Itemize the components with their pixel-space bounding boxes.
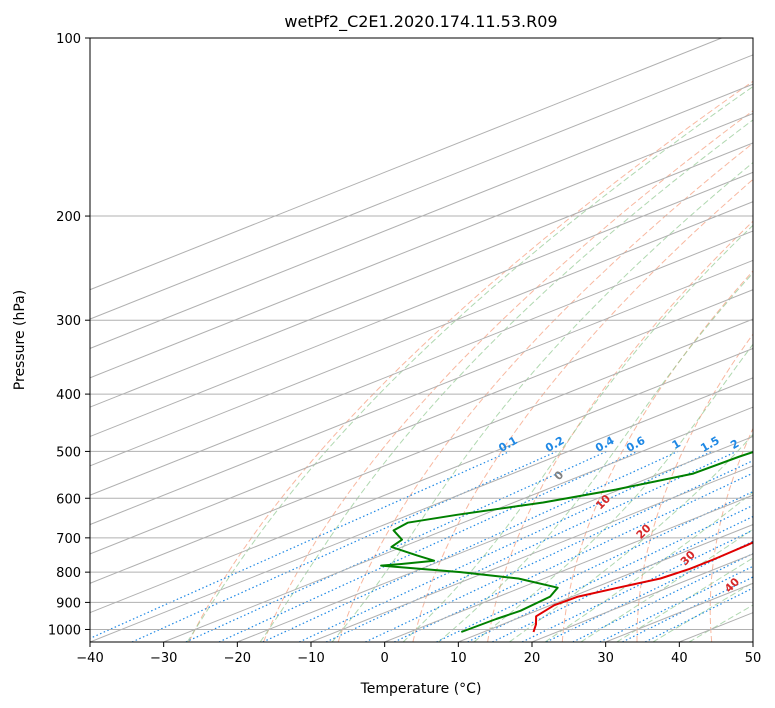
isotherm-line [90,230,753,496]
isotherm-line [90,259,753,526]
x-tick-label: 30 [597,651,614,666]
temperature-profile-line [532,541,753,633]
x-tick-label: 40 [671,651,688,666]
dry-adiabat-line [561,270,753,642]
y-tick-label: 400 [56,388,81,403]
x-tick-label: 0 [381,651,389,666]
y-tick-label: 200 [56,210,81,225]
mixing-ratio-line [644,587,753,642]
isotherm-line [90,54,753,320]
mixing-ratio-line [185,450,607,642]
y-tick-label: 600 [56,492,81,507]
mixing-ratio-line [325,450,737,642]
moist-adiabat-line [186,85,753,642]
y-tick-label: 1000 [48,623,81,638]
moist-adiabat-label: 40 [722,575,742,595]
isotherm-line [90,83,753,349]
isotherm-line [90,347,753,614]
moist-adiabat-line [331,161,753,642]
isotherm-line [384,494,753,642]
moist-adiabat-line [652,581,753,642]
isotherm-line [90,201,753,467]
mixing-ratio-label: 3 [764,437,775,452]
moist-adiabat-line [259,119,753,642]
y-axis-label: Pressure (hPa) [12,290,28,390]
mixing-ratio-line [218,450,638,642]
mixing-ratio-line [436,490,753,642]
mixing-ratio-line [546,540,753,642]
isotherm-line [90,113,753,379]
isotherm-line [752,641,753,642]
isotherm-line [90,318,753,584]
x-axis: −40 −30 −20 −10 0 10 20 30 40 50 [76,642,761,666]
isotherm-line [237,435,753,642]
moist-adiabat-line [402,224,753,642]
isotherm-line [90,377,753,642]
x-tick-label: 20 [524,651,541,666]
isotherm-line [90,142,753,408]
isotherm-line [90,171,753,438]
mixing-ratio-label: 1 [670,437,683,452]
chart-title: wetPf2_C2E1.2020.174.11.53.R09 [284,12,557,32]
y-tick-label: 100 [56,32,81,47]
mixing-ratio-line [622,576,753,642]
isotherm-line [90,38,722,291]
dry-adiabat-line [337,142,753,642]
x-axis-label: Temperature (°C) [360,681,482,697]
x-tick-label: 50 [745,651,762,666]
moist-adiabat-line [544,491,753,642]
dry-adiabat-line [263,110,753,642]
moist-adiabat-line [580,528,753,642]
dry-adiabat-line [709,427,753,642]
isotherm-line [458,524,753,642]
grid-layer [90,38,753,642]
dry-adiabat-line [487,220,753,642]
y-tick-label: 500 [56,445,81,460]
mixing-ratio-line [131,450,557,642]
x-tick-label: 10 [450,651,467,666]
y-tick-label: 900 [56,596,81,611]
dry-adiabat-line [636,333,753,642]
dry-adiabat-line [412,178,753,642]
mixing-ratio-line [262,450,679,642]
plot-frame [89,37,754,643]
moist-adiabat-line [438,272,753,642]
mixing-ratio-line [572,552,753,642]
x-tick-label: −40 [76,651,103,666]
x-tick-label: −20 [224,651,251,666]
y-tick-label: 800 [56,566,81,581]
dry-adiabat-line [188,80,753,642]
moist-adiabat-label: 0 [552,468,567,483]
dewpoint-profile-line [380,451,753,633]
x-tick-label: −30 [150,651,177,666]
moist-adiabat-label: 10 [593,492,613,512]
y-tick-label: 300 [56,314,81,329]
series-layer [380,451,753,633]
inline-label-layer: 0.10.20.40.611.52346810131620253036-100-… [496,434,775,596]
moist-adiabat-line [473,343,753,642]
mixing-ratio-line [599,565,753,642]
y-axis: 100 200 300 400 500 600 700 800 900 1000 [48,32,90,638]
mixing-ratio-line [467,504,753,642]
isotherm-line [163,406,753,642]
isotherm-line [310,465,753,642]
isotherm-line [679,612,753,642]
y-tick-label: 700 [56,532,81,547]
moist-adiabat-line [509,433,753,642]
x-tick-label: −10 [297,651,324,666]
isotherm-line [90,289,753,555]
